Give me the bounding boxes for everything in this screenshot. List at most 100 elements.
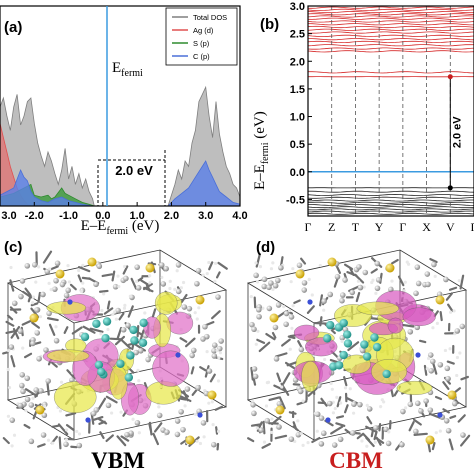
vbm-n-atom [175,352,181,358]
vbm-bond [111,270,116,282]
conduction-band [308,23,474,26]
vbm-atom [77,268,81,273]
vbm-atom [59,380,64,384]
cbm-bond [447,303,454,313]
cbm-atom [460,432,466,438]
vbm-atom [31,295,36,299]
vbm-atom [163,265,169,272]
cbm-bond [274,352,288,358]
cbm-atom [414,400,421,407]
k-point-dividers [331,6,451,216]
band-plot-frame [307,5,474,217]
cbm-atom [278,265,284,271]
conduction-band [308,15,474,18]
conduction-band [308,8,474,11]
dos-x-ticks: 3.0 -2.0 -1.0 0.0 1.0 2.0 3.0 4.0 [0,202,248,222]
cbm-bond [354,273,365,284]
cbm-atom [356,279,360,283]
vbm-atom [175,262,182,268]
vbm-atom [206,368,213,374]
vbm-atom [207,260,211,265]
vbm-orbital-lobe [46,301,87,315]
cbm-atom [400,408,406,415]
cbm-atom [296,419,300,423]
cbm-bond [459,274,465,290]
vbm-bond [106,300,111,310]
cbm-atom [270,417,274,421]
cbm-atom [299,432,303,436]
vbm-bond [215,271,221,279]
vbm-ag-atom [124,373,134,382]
vbm-bond [42,250,53,264]
vbm-bond [31,321,40,329]
cbm-bond [413,432,428,437]
cbm-atom [342,277,348,283]
vbm-atom [135,279,139,284]
cbm-bond [347,341,360,352]
vbm-atom [180,426,186,433]
cbm-bond [343,376,348,387]
cbm-atom [428,368,435,374]
vbm-atom [195,267,202,274]
vbm-orbital-lobe [152,350,190,387]
cbm-bond [296,400,308,406]
cbm-bond [445,292,454,301]
vbm-atom [40,432,47,438]
vbm-atom [202,435,206,439]
cbm-atom [413,428,419,435]
vbm-s-atom [185,435,195,445]
cbm-atom [313,411,318,415]
cbm-point [447,74,453,80]
cbm-atom [249,321,255,328]
vbm-atom [131,417,135,421]
vbm-atom [195,439,199,443]
vbm-bond [116,435,127,447]
gap-label-a: 2.0 eV [115,163,153,178]
vbm-bond [51,424,61,428]
vbm-bond [66,369,76,380]
cbm-atom [375,277,382,283]
cbm-atom [383,426,389,433]
cbm-atom [404,406,408,410]
vbm-atom [64,428,69,432]
cbm-atom [403,280,407,284]
vbm-bond [148,422,152,431]
vbm-caption: VBM [91,448,145,473]
cbm-atom [251,366,258,372]
cbm-atom [318,441,325,447]
cbm-bond [247,437,255,443]
cbm-atom [291,304,295,308]
cbm-atom [268,280,274,286]
cbm-atom [459,323,466,330]
vbm-atom [21,346,25,350]
cbm-atom [427,352,434,358]
conduction-band [308,44,474,47]
vbm-bond [10,325,21,339]
vbm-bond [136,276,144,283]
vbm-bond [27,294,32,303]
cbm-bond [439,311,443,322]
cbm-atom [366,406,373,412]
dos-x-axis-label: E–Efermi (eV) [81,218,160,237]
panel-label-d: (d) [256,239,275,256]
band-y-tick-label: 1.5 [290,84,305,96]
vbm-atom [117,284,121,289]
vbm-atom [48,267,52,271]
vbm-bond [127,305,134,318]
cbm-bond [262,420,266,435]
vbm-atom [38,315,43,319]
cbm-bond [271,331,277,339]
cbm-atom [249,295,253,299]
vbm-atom [134,420,141,426]
cbm-atom [448,347,452,351]
legend-entry: S (p) [193,39,210,48]
cbm-bond [281,338,291,347]
cbm-atom [443,276,449,283]
vbm-bond [65,412,77,417]
vbm-atom [116,274,120,278]
vbm-atom [7,349,11,353]
vbm-bond [10,355,16,368]
vbm-atom [186,305,193,312]
vbm-bond [180,293,188,304]
